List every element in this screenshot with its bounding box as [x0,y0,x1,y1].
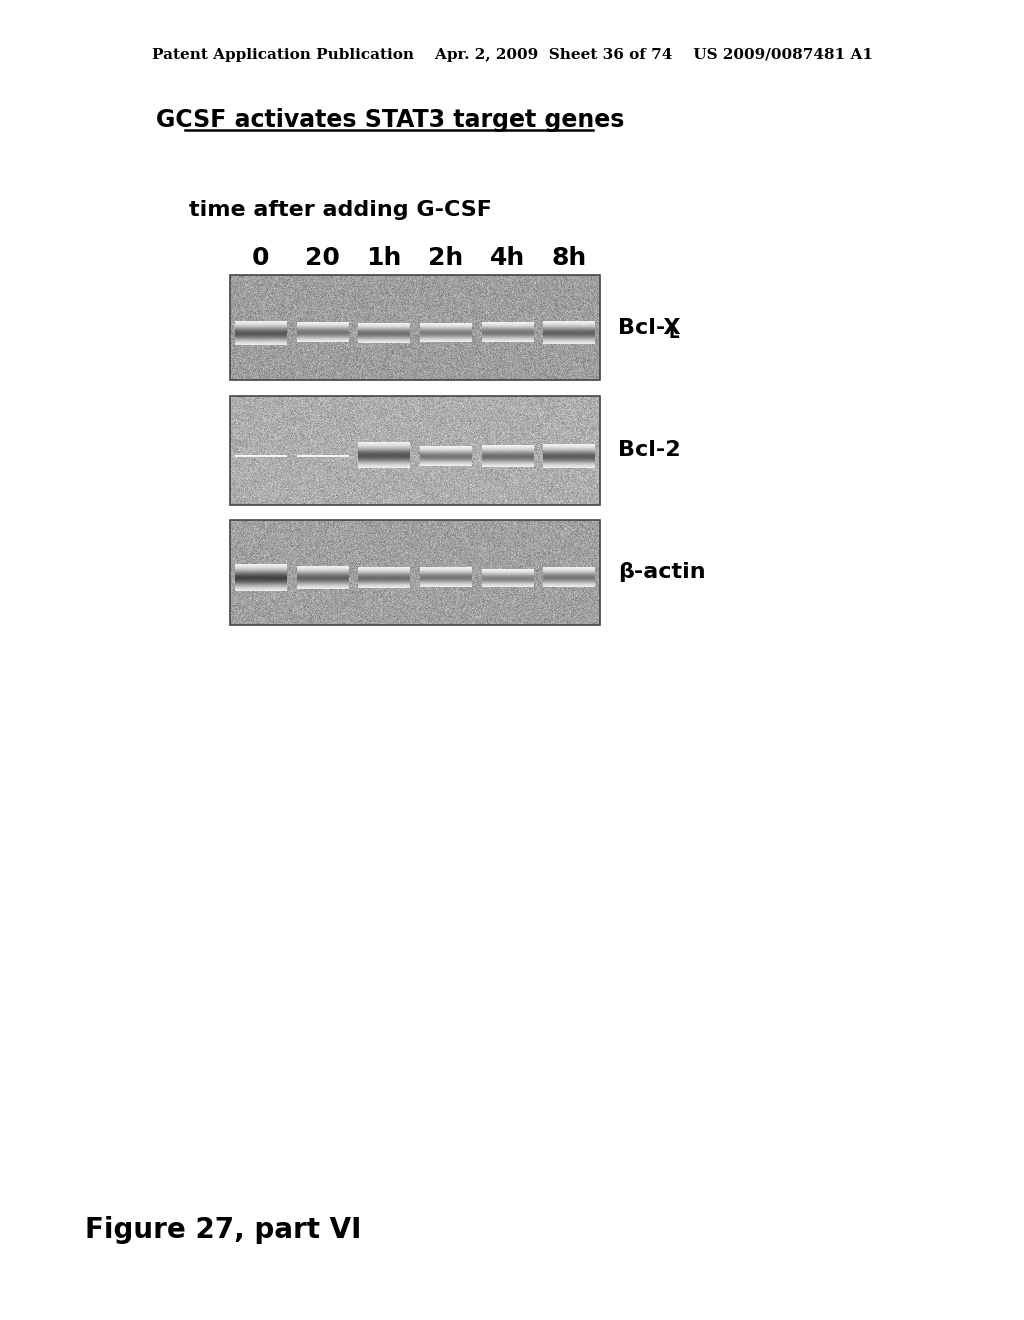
Text: 8h: 8h [552,246,587,271]
Text: time after adding G-CSF: time after adding G-CSF [188,201,492,220]
Bar [230,275,600,380]
Text: Figure 27, part VI: Figure 27, part VI [85,1216,361,1243]
Text: 2h: 2h [428,246,464,271]
Text: GCSF activates STAT3 target genes: GCSF activates STAT3 target genes [156,108,625,132]
Bar [230,520,600,624]
Text: β-actin: β-actin [618,562,706,582]
Text: Bcl-2: Bcl-2 [618,441,681,461]
Text: 20: 20 [305,246,340,271]
Text: Patent Application Publication    Apr. 2, 2009  Sheet 36 of 74    US 2009/008748: Patent Application Publication Apr. 2, 2… [152,48,872,62]
Text: L: L [668,323,679,342]
Bar [230,396,600,506]
Text: Bcl-X: Bcl-X [618,318,681,338]
Text: 1h: 1h [367,246,401,271]
Text: 4h: 4h [489,246,525,271]
Text: 0: 0 [252,246,269,271]
